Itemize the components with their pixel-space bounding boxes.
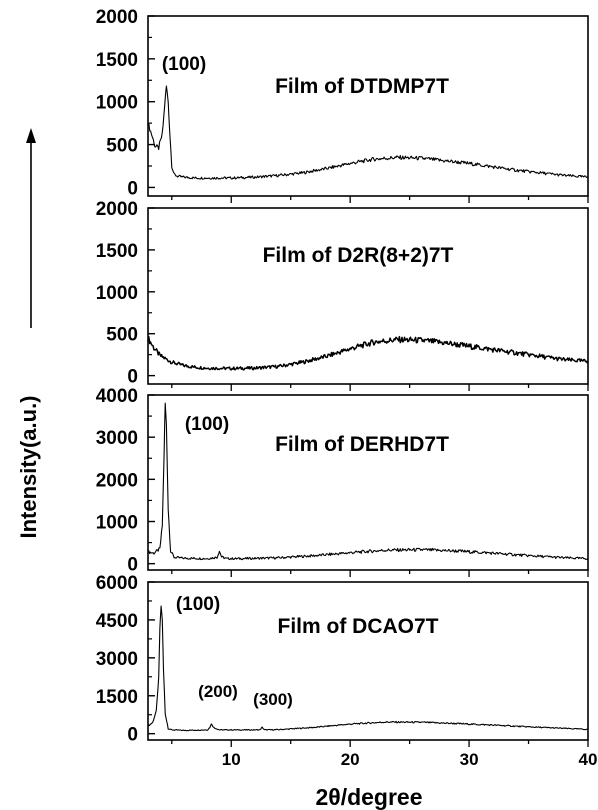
peak-label: (200) [198,682,238,701]
panel-1: 0 500 1000 1500 2000 Film of DTDMP7T (100) [96,7,588,203]
peak-label: (100) [185,414,229,435]
plot-frame [148,208,588,384]
y-tick-label: 2000 [96,199,138,220]
y-tick-label: 1000 [96,283,138,304]
y-tick-label: 500 [106,136,138,157]
plot-frame [148,16,588,196]
y-axis-arrow [26,128,36,328]
y-tick-label: 4500 [96,611,138,632]
panel-title: Film of DTDMP7T [275,75,449,98]
x-tick-label: 20 [341,750,360,769]
panel-title: Film of DCAO7T [278,615,439,638]
y-tick-label: 4000 [96,386,138,407]
y-tick-label: 6000 [96,573,138,594]
y-tick-label: 1500 [96,50,138,71]
x-tick-label: 30 [460,750,479,769]
data-line [148,337,588,370]
data-line [148,86,588,179]
panels-group: 0 500 1000 1500 2000 Film of DTDMP7T (100) 0 500… [96,7,598,769]
shared-y-axis-label: Intensity(a.u.) [16,395,41,538]
panel-title: Film of D2R(8+2)7T [263,244,454,267]
y-tick-label: 3000 [96,428,138,449]
panel-title: Film of DERHD7T [275,433,449,456]
x-tick-label: 40 [579,750,598,769]
peak-label: (100) [176,594,220,615]
peak-label: (300) [253,690,293,709]
peak-label: (100) [162,54,206,75]
y-tick-label: 500 [106,325,138,346]
y-tick-label: 1500 [96,687,138,708]
panel-4: 0 1500 3000 4500 6000 10 20 30 40 Film of DCAO7T (… [96,573,598,769]
y-tick-label: 0 [127,178,138,199]
y-tick-label: 3000 [96,649,138,670]
y-tick-label: 1000 [96,513,138,534]
y-tick-label: 0 [127,367,138,388]
shared-x-axis-label: 2θ/degree [315,784,422,810]
y-tick-label: 0 [127,725,138,746]
y-tick-label: 1500 [96,241,138,262]
panel-2: 0 500 1000 1500 2000 Film of D2R(8+2)7T [96,199,588,391]
y-tick-label: 1000 [96,93,138,114]
y-tick-label: 2000 [96,7,138,28]
y-tick-label: 2000 [96,470,138,491]
x-tick-label: 10 [222,750,241,769]
